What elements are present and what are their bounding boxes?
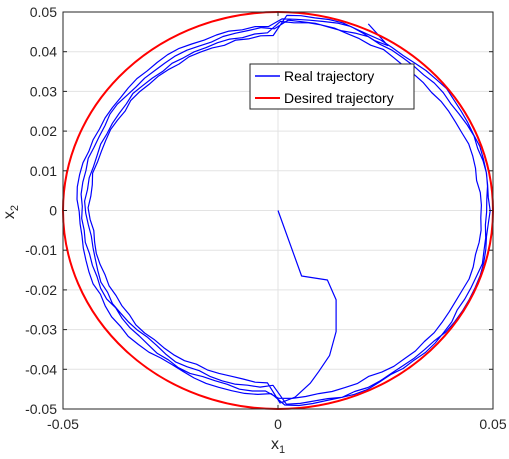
x-tick-label-0: -0.05 [47,416,79,432]
y-tick-label-3: 0.02 [30,123,57,139]
x-tick-label-1: 0 [274,416,282,432]
y-tick-label-8: -0.03 [25,322,57,338]
legend-label-desired: Desired trajectory [284,90,394,106]
legend-box [249,63,415,110]
legend: Real trajectory Desired trajectory [249,63,415,110]
series-real-trajectory [76,14,491,407]
y-tick-label-7: -0.02 [25,282,57,298]
x-tick-label-2: 0.05 [479,416,506,432]
y-tick-label-6: -0.01 [25,242,57,258]
y-tick-label-2: 0.03 [30,83,57,99]
y-tick-label-5: 0 [49,203,57,219]
y-tick-label-10: -0.05 [25,401,57,417]
y-tick-label-1: 0.04 [30,44,57,60]
x-axis-label: x1 [271,436,285,456]
y-axis-label: x2 [1,205,21,219]
ticks: -0.05 0 0.05 0.05 0.04 0.03 0.02 0.01 0 -0.01 -0.0… [25,4,507,432]
legend-label-real: Real trajectory [284,68,374,84]
y-tick-label-4: 0.01 [30,163,57,179]
y-tick-label-9: -0.04 [25,361,57,377]
y-tick-label-0: 0.05 [30,4,57,20]
